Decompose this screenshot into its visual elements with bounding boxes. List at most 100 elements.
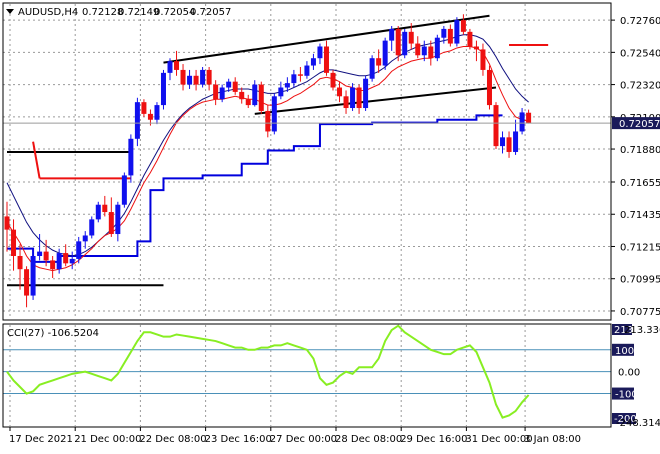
ohlc-close: 0.72057: [190, 7, 231, 18]
candle-body: [415, 43, 421, 56]
cci-level-box: [612, 343, 634, 356]
candle-body: [108, 212, 114, 235]
candle-body: [69, 258, 75, 264]
candle-body: [337, 87, 343, 97]
candle-body: [421, 46, 427, 56]
price-tick-label: 0.71655: [620, 178, 660, 189]
candle-body: [506, 137, 512, 152]
trendline: [163, 14, 490, 64]
time-tick-label: 22 Dec 08:00: [139, 434, 206, 445]
axes-layer: 0.727600.725400.723200.721000.718800.716…: [3, 16, 660, 445]
candle-body: [389, 28, 395, 41]
candle-body: [376, 58, 382, 66]
candle-body: [454, 20, 460, 44]
candle-body: [441, 28, 447, 38]
candle-body: [200, 69, 206, 85]
grid-lines: [3, 4, 611, 426]
candles-layer: [4, 14, 532, 308]
ohlc-high: 0.72149: [118, 7, 159, 18]
candle-body: [363, 78, 369, 109]
candle-body: [147, 113, 153, 120]
fast-moving-average-line: [6, 45, 529, 272]
candle-body: [102, 204, 108, 213]
candle-body: [141, 102, 147, 114]
candle-body: [180, 69, 186, 85]
candle-body: [271, 96, 277, 132]
candle-body: [219, 87, 225, 100]
candle-body: [297, 74, 303, 76]
cci-level-label: -100: [615, 390, 638, 401]
candle-body: [187, 75, 193, 85]
candle-body: [154, 105, 160, 120]
price-tick-label: 0.72320: [620, 81, 660, 92]
candle-body: [252, 84, 258, 106]
candle-body: [167, 61, 173, 73]
time-tick-label: 21 Dec 00:00: [74, 434, 141, 445]
candle-body: [24, 269, 30, 296]
candle-body: [356, 87, 362, 109]
candle-body: [37, 251, 43, 256]
cci-top-box: [612, 324, 632, 335]
candle-body: [56, 253, 62, 270]
candle-body: [95, 204, 101, 220]
candle-body: [486, 69, 492, 106]
candle-body: [284, 83, 290, 88]
time-tick-label: 28 Dec 08:00: [335, 434, 402, 445]
candle-body: [134, 102, 140, 139]
candle-body: [395, 28, 401, 56]
trendline: [254, 86, 497, 115]
candle-body: [467, 31, 473, 47]
price-tick-label: 0.72760: [620, 16, 660, 27]
candle-body: [121, 175, 127, 205]
candle-body: [258, 84, 264, 111]
candle-body: [428, 46, 434, 59]
candle-body: [245, 99, 251, 106]
candle-body: [513, 131, 519, 152]
trendlines-layer: [7, 14, 497, 287]
candle-body: [369, 58, 375, 79]
candle-body: [160, 72, 166, 106]
candle-body: [226, 81, 232, 88]
price-tick-label: 0.72540: [620, 48, 660, 59]
candle-body: [239, 91, 245, 100]
ohlc-low: 0.72054: [154, 7, 195, 18]
candle-body: [11, 229, 17, 256]
candle-body: [128, 138, 134, 176]
candle-body: [17, 256, 23, 270]
time-tick-label: 29 Dec 16:00: [400, 434, 467, 445]
dropdown-triangle-icon[interactable]: [6, 9, 14, 14]
ohlc-open: 0.72128: [82, 7, 123, 18]
candle-body: [382, 40, 388, 66]
cci-label: CCI(27) -106.5204: [7, 328, 99, 339]
candle-body: [278, 87, 284, 97]
candle-body: [50, 260, 56, 270]
candle-body: [343, 96, 349, 109]
candle-body: [493, 105, 499, 147]
candle-body: [115, 204, 121, 235]
candle-body: [4, 216, 10, 230]
time-tick-label: 23 Dec 16:00: [205, 434, 272, 445]
candle-body: [232, 81, 238, 92]
cci-level-label: 0.00: [618, 368, 640, 379]
candle-body: [265, 110, 271, 132]
cci-bottom-box: [612, 413, 636, 424]
time-tick-label: 27 Dec 00:00: [270, 434, 337, 445]
cci-level-box: [612, 387, 634, 400]
cci-top-label: 213.3368: [624, 325, 660, 336]
cci-bottom-box-label: -200: [614, 414, 637, 425]
slow-moving-average-line: [6, 34, 529, 257]
main-pane-frame: [2, 2, 612, 321]
candle-body: [330, 72, 336, 88]
red-stop-segment: [32, 141, 41, 179]
candle-body: [82, 235, 88, 242]
price-tick-label: 0.71215: [620, 242, 660, 253]
candle-body: [323, 46, 329, 73]
candle-body: [63, 253, 69, 264]
price-tick-label: 0.70775: [620, 307, 660, 318]
candle-body: [408, 31, 414, 44]
candle-body: [43, 251, 49, 261]
candle-body: [193, 75, 199, 85]
candle-body: [480, 49, 486, 70]
